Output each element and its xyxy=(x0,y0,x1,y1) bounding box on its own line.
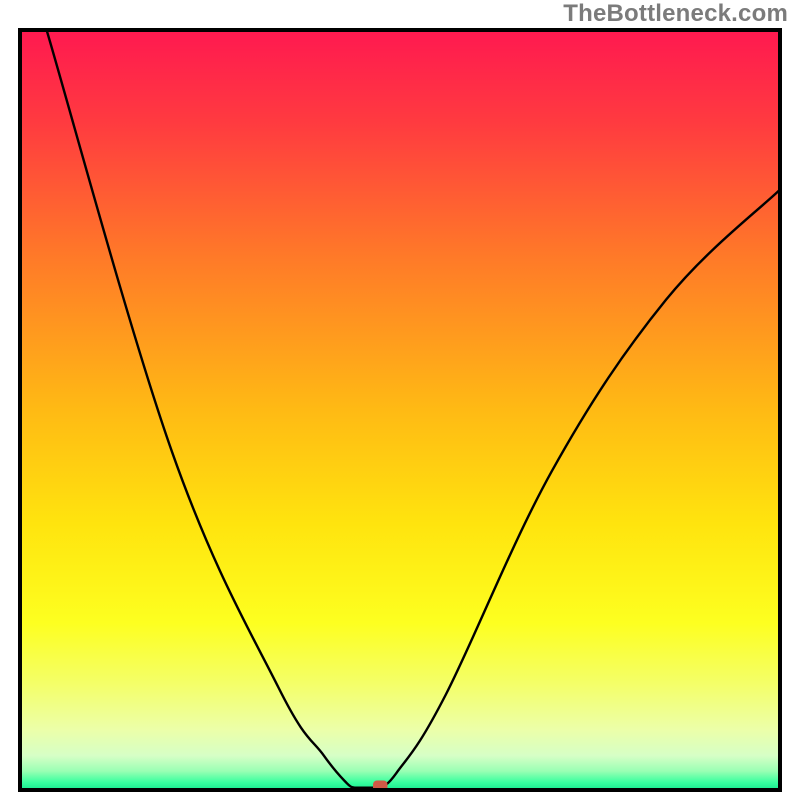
plot-background xyxy=(20,30,780,790)
bottleneck-chart xyxy=(0,0,800,800)
watermark-text: TheBottleneck.com xyxy=(563,0,788,28)
